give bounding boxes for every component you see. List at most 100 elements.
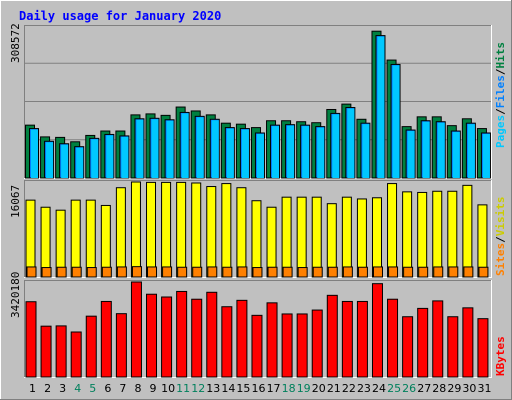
visits-bar bbox=[85, 199, 96, 278]
visits-bar bbox=[206, 186, 217, 278]
x-tick-label: 18 bbox=[282, 382, 296, 395]
x-tick-label: 19 bbox=[297, 382, 311, 395]
kbytes-bar bbox=[356, 300, 368, 378]
visits-bar bbox=[236, 187, 247, 278]
x-tick-label: 5 bbox=[89, 382, 96, 395]
kbytes-bar bbox=[100, 300, 112, 378]
visits-bar bbox=[266, 206, 277, 278]
legend-2-item: KBytes bbox=[494, 336, 507, 376]
sites-bar bbox=[342, 266, 353, 278]
chart-title: Daily usage for January 2020 bbox=[19, 9, 221, 23]
visits-bar bbox=[130, 181, 141, 278]
pages-bar bbox=[76, 147, 84, 178]
x-tick-label: 8 bbox=[134, 382, 141, 395]
visits-bar bbox=[326, 203, 337, 278]
x-tick-label: 6 bbox=[104, 382, 111, 395]
x-tick-label: 26 bbox=[402, 382, 416, 395]
visits-bar bbox=[40, 206, 51, 278]
sites-bar bbox=[463, 266, 474, 278]
legend-1-item: Sites bbox=[494, 243, 507, 276]
legend-1-item: / bbox=[494, 236, 507, 243]
kbytes-bar bbox=[161, 296, 173, 378]
kbytes-bar bbox=[85, 315, 97, 378]
visits-bar bbox=[447, 190, 458, 278]
x-tick-label: 10 bbox=[161, 382, 175, 395]
pages-bar bbox=[422, 121, 430, 178]
sites-bar bbox=[71, 266, 82, 278]
visits-bar bbox=[146, 181, 157, 278]
pages-bar bbox=[467, 124, 475, 178]
sites-bar bbox=[192, 266, 203, 278]
legend-0-item: Files bbox=[494, 75, 507, 108]
visits-bar bbox=[161, 181, 172, 278]
kbytes-bar bbox=[462, 307, 474, 378]
pages-bar bbox=[482, 133, 490, 178]
kbytes-bar bbox=[25, 301, 37, 378]
visits-bar bbox=[477, 204, 488, 278]
sites-bar bbox=[237, 266, 248, 278]
x-tick-label: 27 bbox=[417, 382, 431, 395]
visits-bar bbox=[371, 197, 382, 278]
kbytes-bar bbox=[371, 283, 383, 378]
kbytes-bar bbox=[447, 316, 459, 378]
sites-bar bbox=[56, 266, 67, 278]
visits-bar bbox=[462, 184, 473, 278]
pages-bar bbox=[211, 120, 219, 178]
kbytes-bar bbox=[266, 302, 278, 378]
y-axis-max-label-2: 3420180 bbox=[9, 272, 22, 318]
pages-bar bbox=[452, 132, 460, 178]
kbytes-bar bbox=[146, 293, 158, 378]
sites-bar bbox=[478, 266, 489, 278]
x-tick-label: 22 bbox=[342, 382, 356, 395]
pages-bar bbox=[287, 125, 295, 178]
pages-bar bbox=[241, 129, 249, 178]
x-tick-label: 4 bbox=[74, 382, 81, 395]
visits-bar bbox=[176, 181, 187, 278]
pages-bar bbox=[166, 120, 174, 178]
visits-bar bbox=[432, 190, 443, 278]
x-tick-label: 15 bbox=[236, 382, 250, 395]
visits-bar bbox=[25, 199, 36, 278]
x-tick-label: 9 bbox=[150, 382, 157, 395]
pages-bar bbox=[136, 119, 144, 178]
sites-bar bbox=[41, 267, 52, 278]
pages-bar bbox=[332, 114, 340, 178]
pages-bar bbox=[196, 117, 204, 178]
visits-bar bbox=[341, 196, 352, 278]
y-axis-max-label-1: 16067 bbox=[9, 185, 22, 218]
pages-bar bbox=[91, 139, 99, 178]
x-tick-label: 2 bbox=[44, 382, 51, 395]
kbytes-bar bbox=[387, 298, 399, 378]
x-tick-label: 7 bbox=[119, 382, 126, 395]
kbytes-bar bbox=[296, 313, 308, 378]
visits-bar bbox=[417, 191, 428, 278]
visits-bar bbox=[311, 196, 322, 278]
bars bbox=[25, 30, 491, 378]
x-tick-label: 13 bbox=[206, 382, 220, 395]
pages-bar bbox=[226, 128, 234, 178]
x-tick-label: 11 bbox=[176, 382, 190, 395]
pages-bar bbox=[31, 129, 38, 178]
legend-0-item: / bbox=[494, 68, 507, 75]
sites-bar bbox=[101, 266, 112, 278]
visits-bar bbox=[100, 204, 111, 278]
kbytes-bar bbox=[477, 318, 489, 378]
visits-bar bbox=[191, 182, 202, 278]
pages-bar bbox=[302, 126, 310, 178]
legend-0: Pages/Files/Hits bbox=[494, 42, 507, 148]
x-tick-label: 24 bbox=[372, 382, 386, 395]
x-tick-label: 12 bbox=[191, 382, 205, 395]
kbytes-bar bbox=[251, 314, 263, 378]
kbytes-bar bbox=[70, 331, 82, 378]
visits-bar bbox=[402, 191, 413, 278]
kbytes-bar bbox=[176, 290, 188, 378]
x-tick-label: 31 bbox=[477, 382, 491, 395]
x-tick-label: 20 bbox=[312, 382, 326, 395]
pages-bar bbox=[272, 126, 280, 178]
sites-bar bbox=[357, 266, 368, 278]
visits-bar bbox=[251, 200, 262, 278]
kbytes-bar bbox=[341, 300, 353, 378]
kbytes-bar bbox=[191, 298, 203, 378]
